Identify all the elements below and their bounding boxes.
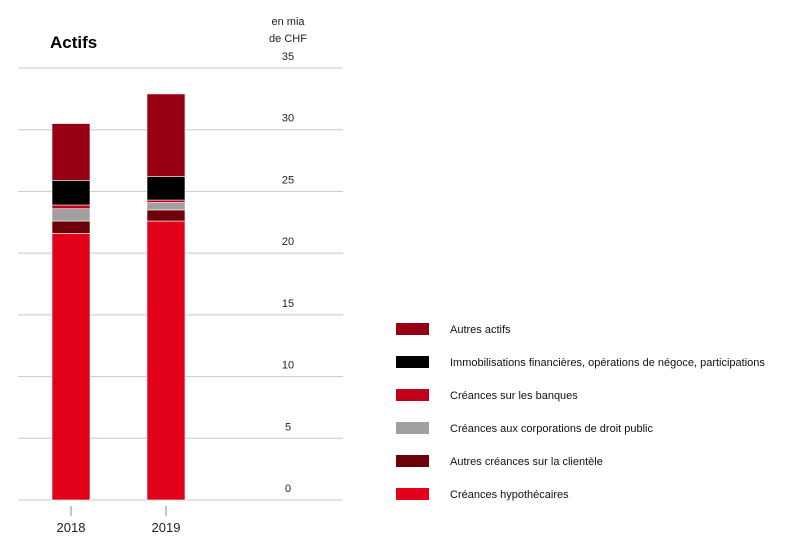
legend-label: Autres actifs <box>450 324 511 336</box>
y-tick-label: 10 <box>282 360 294 372</box>
legend-swatch <box>396 488 429 500</box>
y-tick-label: 0 <box>285 483 291 495</box>
legend-swatch <box>396 422 429 434</box>
bar-segment <box>51 208 91 222</box>
x-axis-category-labels: 2018 2019 <box>57 506 181 535</box>
legend-label: Immobilisations financières, opérations … <box>450 357 765 369</box>
y-tick-label: 35 <box>282 51 294 63</box>
legend-label: Créances hypothécaires <box>450 489 569 501</box>
legend-label: Autres créances sur la clientèle <box>450 456 603 468</box>
bar-segment <box>51 180 91 206</box>
y-axis-unit-line: de CHF <box>269 33 307 45</box>
y-axis-tick-labels: 0 5 10 15 20 25 30 35 <box>282 51 294 495</box>
legend-swatch <box>396 455 429 467</box>
y-tick-label: 15 <box>282 298 294 310</box>
y-tick-label: 30 <box>282 113 294 125</box>
bar-segment <box>146 209 186 222</box>
legend-swatch <box>396 323 429 335</box>
bar-segment <box>146 199 186 203</box>
bar-segment <box>146 93 186 177</box>
legend: Autres actifs Immobilisations financières… <box>396 323 765 501</box>
x-category-label: 2019 <box>152 520 181 535</box>
bar-segment <box>51 204 91 210</box>
legend-swatch <box>396 356 429 368</box>
y-tick-label: 5 <box>285 421 291 433</box>
bar-segment <box>51 220 91 234</box>
bar-segment <box>51 123 91 181</box>
legend-label: Créances sur les banques <box>450 390 578 402</box>
bar-segment <box>146 220 186 501</box>
y-tick-label: 20 <box>282 236 294 248</box>
bar-segment <box>146 202 186 211</box>
y-axis-unit-line: en mia <box>271 16 305 28</box>
stacked-bars <box>51 93 186 501</box>
y-axis-unit-label: en mia de CHF <box>269 16 307 45</box>
legend-swatch <box>396 389 429 401</box>
bar-segment <box>146 176 186 201</box>
legend-label: Créances aux corporations de droit publi… <box>450 423 654 435</box>
x-category-label: 2018 <box>57 520 86 535</box>
y-tick-label: 25 <box>282 174 294 186</box>
chart-title: Actifs <box>50 33 97 52</box>
bar-segment <box>51 233 91 501</box>
